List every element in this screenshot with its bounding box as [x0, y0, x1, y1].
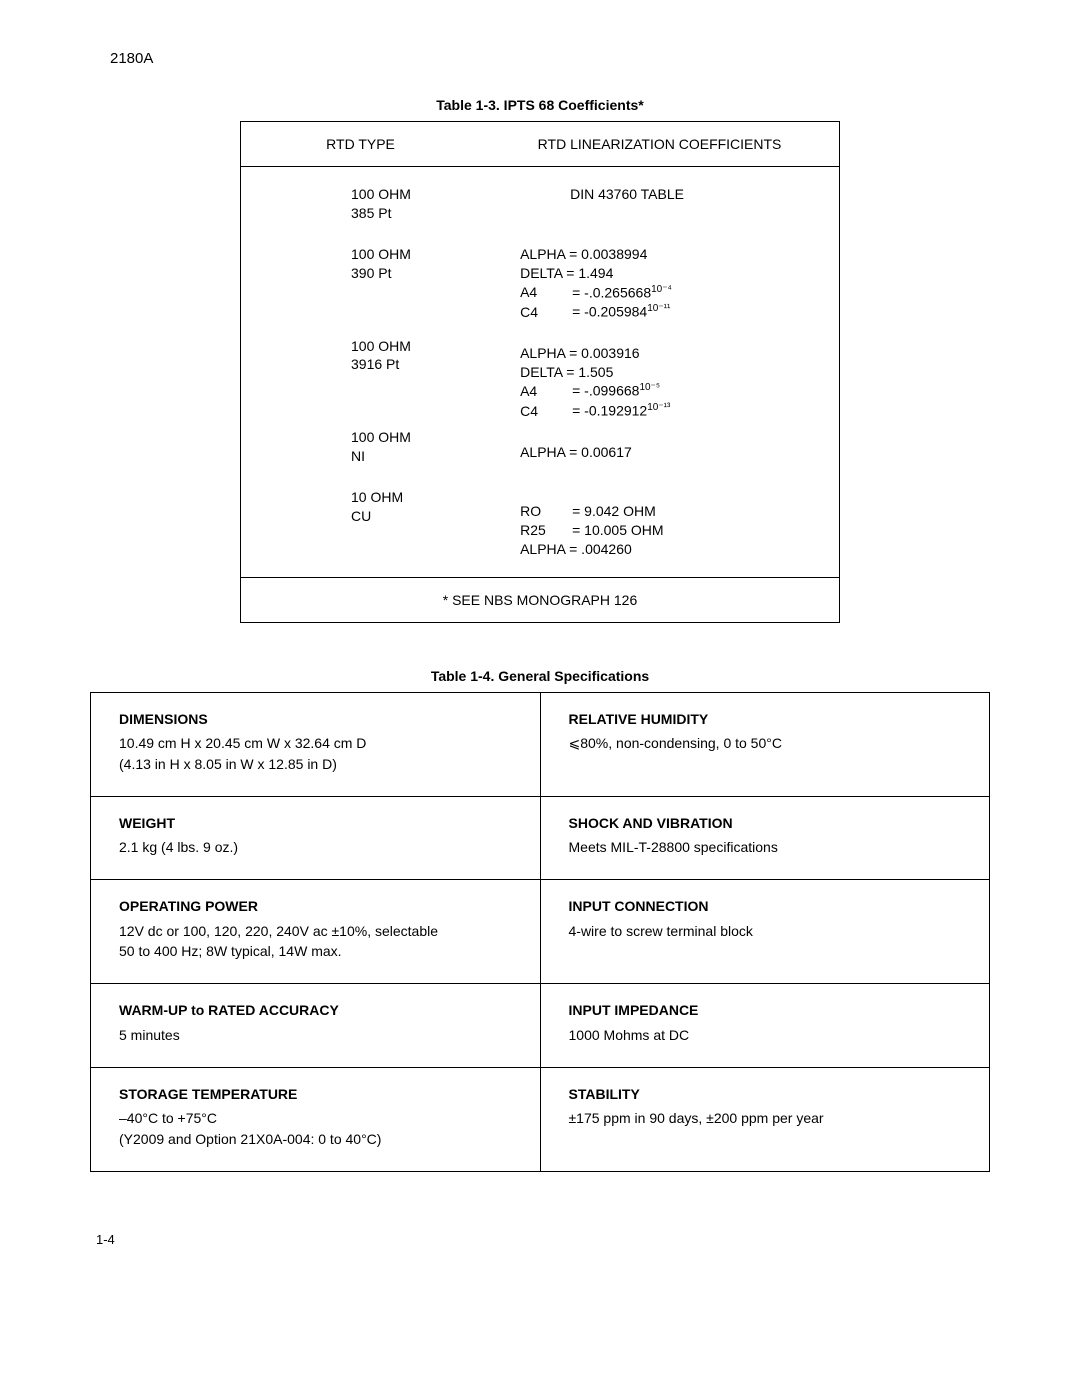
t13-coefficients: DIN 43760 TABLE ALPHA = 0.0038994 DELTA …	[480, 167, 839, 578]
coef-a4: A4= -.0.26566810⁻⁴	[520, 283, 839, 303]
spec-line: –40°C to +75°C	[119, 1108, 520, 1128]
table-1-4: DIMENSIONS 10.49 cm H x 20.45 cm W x 32.…	[90, 692, 990, 1172]
spec-title: STORAGE TEMPERATURE	[119, 1084, 520, 1104]
spec-title: INPUT CONNECTION	[569, 896, 970, 916]
coef-alpha: ALPHA = 0.003916	[520, 344, 839, 363]
spec-title: STABILITY	[569, 1084, 970, 1104]
coef-delta: DELTA = 1.494	[520, 264, 839, 283]
spec-storage-temp: STORAGE TEMPERATURE –40°C to +75°C (Y200…	[91, 1067, 541, 1171]
document-model: 2180A	[110, 50, 990, 67]
t13-col1-header: RTD TYPE	[241, 122, 481, 167]
spec-title: OPERATING POWER	[119, 896, 520, 916]
spec-shock-vibration: SHOCK AND VIBRATION Meets MIL-T-28800 sp…	[540, 796, 990, 880]
spec-line: 1000 Mohms at DC	[569, 1025, 970, 1045]
spec-stability: STABILITY ±175 ppm in 90 days, ±200 ppm …	[540, 1067, 990, 1171]
rtd-type-line: 100 OHM	[351, 185, 480, 204]
rtd-type-line: 390 Pt	[351, 264, 480, 283]
coef-alpha: ALPHA = 0.0038994	[520, 245, 839, 264]
spec-line: 5 minutes	[119, 1025, 520, 1045]
rtd-type-line: CU	[351, 507, 480, 526]
spec-dimensions: DIMENSIONS 10.49 cm H x 20.45 cm W x 32.…	[91, 692, 541, 796]
coef-a4: A4= -.09966810⁻⁵	[520, 381, 839, 401]
coef-delta: DELTA = 1.505	[520, 363, 839, 382]
rtd-type-line: 3916 Pt	[351, 355, 480, 374]
spec-weight: WEIGHT 2.1 kg (4 lbs. 9 oz.)	[91, 796, 541, 880]
t13-rtd-types: 100 OHM 385 Pt 100 OHM 390 Pt 100 OHM 39…	[241, 167, 481, 578]
spec-input-connection: INPUT CONNECTION 4-wire to screw termina…	[540, 880, 990, 984]
coef-c4: C4= -0.19291210⁻¹³	[520, 401, 839, 421]
spec-input-impedance: INPUT IMPEDANCE 1000 Mohms at DC	[540, 984, 990, 1068]
table-1-3: RTD TYPE RTD LINEARIZATION COEFFICIENTS …	[240, 121, 840, 623]
spec-line: 2.1 kg (4 lbs. 9 oz.)	[119, 837, 520, 857]
coef-c4: C4= -0.20598410⁻¹¹	[520, 302, 839, 322]
rtd-type-line: NI	[351, 447, 480, 466]
spec-title: RELATIVE HUMIDITY	[569, 709, 970, 729]
spec-line: (4.13 in H x 8.05 in W x 12.85 in D)	[119, 754, 520, 774]
spec-line: 12V dc or 100, 120, 220, 240V ac ±10%, s…	[119, 921, 520, 941]
t13-col2-header: RTD LINEARIZATION COEFFICIENTS	[480, 122, 839, 167]
t13-footnote: * SEE NBS MONOGRAPH 126	[241, 577, 840, 622]
coef-alpha: ALPHA = .004260	[520, 540, 839, 559]
coef-ro: RO= 9.042 OHM	[520, 502, 839, 521]
spec-line: ⩽80%, non-condensing, 0 to 50°C	[569, 733, 970, 753]
spec-title: WARM-UP to RATED ACCURACY	[119, 1000, 520, 1020]
table-1-4-caption: Table 1-4. General Specifications	[90, 668, 990, 684]
coef-alpha: ALPHA = 0.00617	[520, 443, 839, 462]
coef-line: DIN 43760 TABLE	[570, 185, 839, 204]
spec-line: (Y2009 and Option 21X0A-004: 0 to 40°C)	[119, 1129, 520, 1149]
rtd-type-line: 385 Pt	[351, 204, 480, 223]
spec-line: 50 to 400 Hz; 8W typical, 14W max.	[119, 941, 520, 961]
rtd-type-line: 100 OHM	[351, 245, 480, 264]
rtd-type-line: 100 OHM	[351, 337, 480, 356]
spec-line: 4-wire to screw terminal block	[569, 921, 970, 941]
page-number: 1-4	[96, 1232, 990, 1247]
spec-title: INPUT IMPEDANCE	[569, 1000, 970, 1020]
spec-title: WEIGHT	[119, 813, 520, 833]
spec-line: 10.49 cm H x 20.45 cm W x 32.64 cm D	[119, 733, 520, 753]
spec-line: Meets MIL-T-28800 specifications	[569, 837, 970, 857]
spec-title: DIMENSIONS	[119, 709, 520, 729]
rtd-type-line: 10 OHM	[351, 488, 480, 507]
spec-warmup: WARM-UP to RATED ACCURACY 5 minutes	[91, 984, 541, 1068]
table-1-3-caption: Table 1-3. IPTS 68 Coefficients*	[90, 97, 990, 113]
spec-title: SHOCK AND VIBRATION	[569, 813, 970, 833]
spec-operating-power: OPERATING POWER 12V dc or 100, 120, 220,…	[91, 880, 541, 984]
coef-r25: R25= 10.005 OHM	[520, 521, 839, 540]
rtd-type-line: 100 OHM	[351, 428, 480, 447]
spec-line: ±175 ppm in 90 days, ±200 ppm per year	[569, 1108, 970, 1128]
spec-humidity: RELATIVE HUMIDITY ⩽80%, non-condensing, …	[540, 692, 990, 796]
